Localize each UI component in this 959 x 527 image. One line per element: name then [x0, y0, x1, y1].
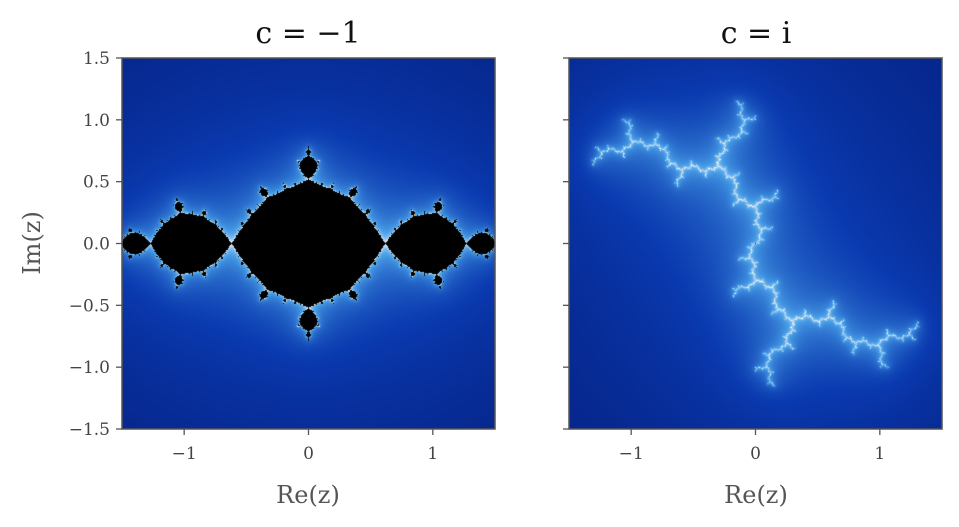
- julia-set-image: [569, 58, 942, 429]
- panel-title: c = −1: [255, 16, 360, 51]
- ticks: −1 0 1: [563, 57, 885, 464]
- y-tick-label: 0.0: [83, 235, 110, 255]
- y-tick-label: 0.5: [83, 173, 110, 193]
- y-tick-label: −1.5: [69, 420, 110, 440]
- x-tick-label: 0: [750, 444, 761, 464]
- y-tick-label: −1.0: [69, 358, 110, 378]
- y-tick-label: −0.5: [69, 296, 110, 316]
- x-axis-label: Re(z): [724, 481, 788, 509]
- x-tick-label: 1: [427, 444, 438, 464]
- x-tick-label: 0: [303, 444, 314, 464]
- x-tick-label: −1: [619, 444, 644, 464]
- x-tick-label: 1: [874, 444, 885, 464]
- ticks: −1 0 1 1.5 1.0 0.5 0.0 −0.5 −1.0 −1.5: [69, 49, 439, 464]
- julia-panel-c-i: c = i −1 0 1 Re(z): [563, 16, 943, 509]
- y-tick-label: 1.0: [83, 111, 110, 131]
- y-tick-label: 1.5: [83, 49, 110, 69]
- julia-panel-c-minus-one: c = −1 −1 0 1 1.5 1.0 0.5 0.0 −0.5 −1.0 −1.5 Re(z…: [18, 16, 496, 509]
- panel-title: c = i: [721, 16, 792, 51]
- x-tick-label: −1: [172, 444, 197, 464]
- julia-set-image: [122, 58, 495, 429]
- x-axis-label: Re(z): [276, 481, 340, 509]
- y-axis-label: Im(z): [18, 211, 46, 275]
